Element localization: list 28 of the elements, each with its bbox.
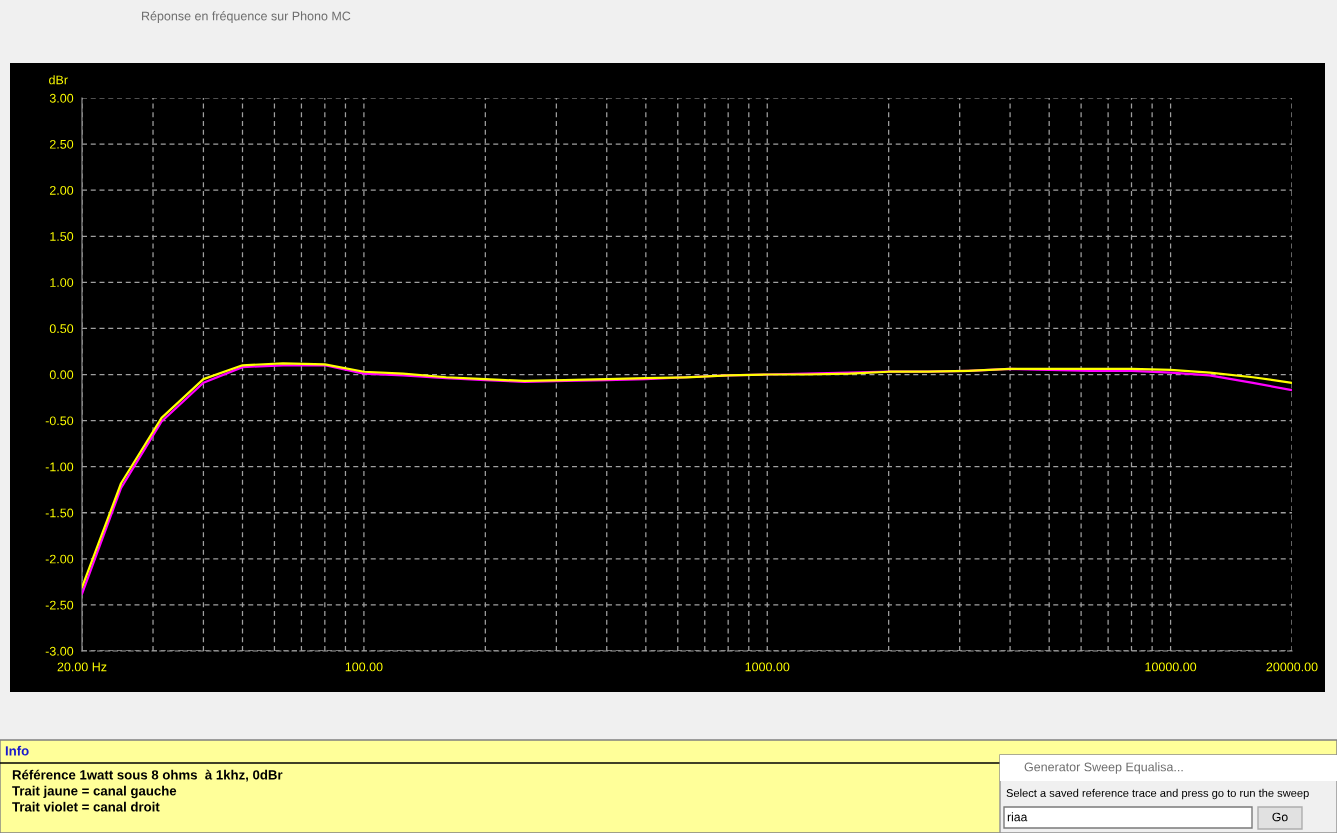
y-tick-label: -0.50 [45,416,74,426]
y-tick-label: 1.00 [50,278,74,287]
y-tick-label: 3.00 [49,93,74,103]
y-tick-label: -3.00 [45,646,74,656]
y-tick-label: 0.50 [49,324,74,334]
y-tick-label: 2.00 [49,185,74,195]
y-tick-label: -1.00 [45,462,74,472]
y-tick-label: 0.00 [49,370,74,380]
y-axis-title: dBr [49,75,68,85]
y-tick-label: -2.50 [45,600,74,610]
y-tick-label: 2.50 [49,139,74,149]
text: Trait jaune = canal gauche [12,785,177,799]
text: Trait violet = canal droit [12,801,160,812]
y-tick-label: 1.50 [50,232,74,241]
text: Generator Sweep Equalisa... [1024,762,1183,774]
text: Select a saved reference trace and press go to run the sweep [1006,788,1309,800]
text: riaa [1007,812,1028,822]
y-tick-label: -2.00 [45,554,74,564]
x-tick-label: 20000.00 [1266,662,1318,672]
x-tick-label: 10000.00 [1145,662,1197,672]
chart-title: Réponse en fréquence sur Phono MC [142,11,351,23]
x-tick-label: 20.00 Hz [57,662,107,672]
y-tick-label: -1.50 [45,508,74,518]
text: Référence 1watt sous 8 ohms à 1khz, 0dBr [12,769,283,782]
text: Info [5,745,29,756]
text: Go [1272,812,1288,822]
x-tick-label: 1000.00 [745,662,790,672]
x-tick-label: 100.00 [345,662,383,672]
